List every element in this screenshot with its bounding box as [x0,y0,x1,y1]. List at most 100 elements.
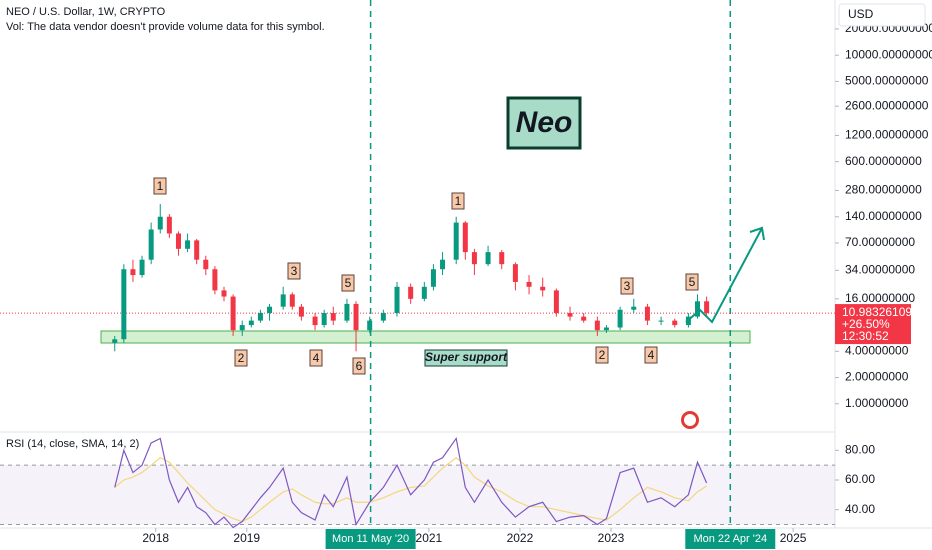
candle-body [512,264,518,282]
chart-title: NEO / U.S. Dollar, 1W, CRYPTO [6,6,166,18]
candle-body [130,269,136,276]
candle-body [166,216,172,234]
candle-body [421,286,427,299]
wave-label-box [287,262,301,280]
candle-body [430,269,436,287]
candle-body [695,301,701,317]
date-marker-box [325,529,416,549]
candle-body [581,316,587,321]
candle-body [139,259,145,276]
candle-body [485,252,491,265]
title-box [506,96,582,150]
candle-body [526,281,532,287]
candle-body [704,301,710,314]
candle-body [121,269,127,340]
candle-body [603,327,609,331]
y-tick-label: 70.00000000 [845,235,915,249]
wave-label-box [620,277,634,295]
candle-body [617,309,623,328]
wave-label-box [309,349,323,367]
y-tick-label: 5000.00000000 [845,74,929,88]
support-zone [100,330,751,344]
candle-body [212,269,218,291]
candle-body [344,303,350,321]
candle-body [594,320,600,331]
candle-body [112,339,118,343]
candle-body [239,325,245,331]
wave-label-box [153,177,167,195]
candle-body [298,306,304,317]
candle-body [553,290,559,314]
candle-body [248,320,254,326]
rsi-tick-label: 80.00 [845,442,875,456]
candle-body [289,294,295,307]
candle-body [658,320,664,322]
wave-label: 3 [624,279,631,293]
support-box [424,349,508,367]
support-label: Super support [425,350,508,364]
wave-label: 4 [313,351,320,365]
candle-body [194,240,200,260]
wave-label: 2 [238,351,245,365]
wave-label: 1 [455,194,462,208]
flag-icon-inner [684,414,696,426]
x-tick-label: 2021 [416,531,443,545]
arrow-head [749,226,765,241]
candle-body [175,233,181,249]
wave-label-box [352,357,366,375]
candle-body [230,296,236,331]
candle-body [462,222,468,253]
date-marker-box [685,529,776,549]
y-tick-label: 2600.00000000 [845,98,929,112]
rsi-tick-label: 40.00 [845,502,875,516]
wave-label: 5 [345,276,352,290]
wave-label: 3 [291,264,298,278]
candle-body [148,229,154,260]
date-marker-label: Mon 22 Apr '24 [693,533,767,545]
wave-label: 4 [648,348,655,362]
y-tick-label: 10000.00000000 [845,47,932,61]
y-tick-label: 280.00000000 [845,183,922,197]
chart-subtitle: Vol: The data vendor doesn't provide vol… [6,21,325,33]
candle-body [408,286,414,299]
candle-body [203,259,209,270]
x-tick-label: 2019 [233,531,260,545]
current-price-box [835,304,911,345]
candle-body [280,294,286,307]
currency-button[interactable] [838,3,926,27]
candle-body [330,313,336,321]
candle-body [353,303,359,331]
y-tick-label: 2.00000000 [845,370,909,384]
candle-body [471,252,477,265]
wave-label: 5 [689,275,696,289]
candle-body [453,222,459,260]
candle-body [567,313,573,317]
rsi-label: RSI (14, close, SMA, 14, 2) [6,438,139,450]
y-tick-label: 1200.00000000 [845,128,929,142]
current-price-label: 10.98326109 [842,305,912,319]
candle-body [380,313,386,321]
rsi-tick-label: 60.00 [845,472,875,486]
x-tick-label: 2018 [142,531,169,545]
candle-body [367,320,373,331]
y-tick-label: 140.00000000 [845,209,922,223]
candle-body [499,252,505,265]
wave-label-box [595,346,609,364]
wave-label: 1 [157,179,164,193]
wave-label: 6 [356,359,363,373]
rsi-band [0,465,835,525]
date-marker-label: Mon 11 May '20 [332,533,409,545]
currency-label[interactable]: USD [848,7,874,21]
candle-body [221,290,227,297]
candle-body [644,306,650,321]
candle-body [631,306,637,310]
x-tick-label: 2022 [507,531,534,545]
y-tick-label: 1.00000000 [845,396,909,410]
x-tick-label: 2023 [598,531,625,545]
y-tick-label: 4.00000000 [845,343,909,357]
projection-arrow [685,227,763,324]
candle-body [185,240,191,249]
current-price-countdown: 12:30:52 [842,329,889,343]
